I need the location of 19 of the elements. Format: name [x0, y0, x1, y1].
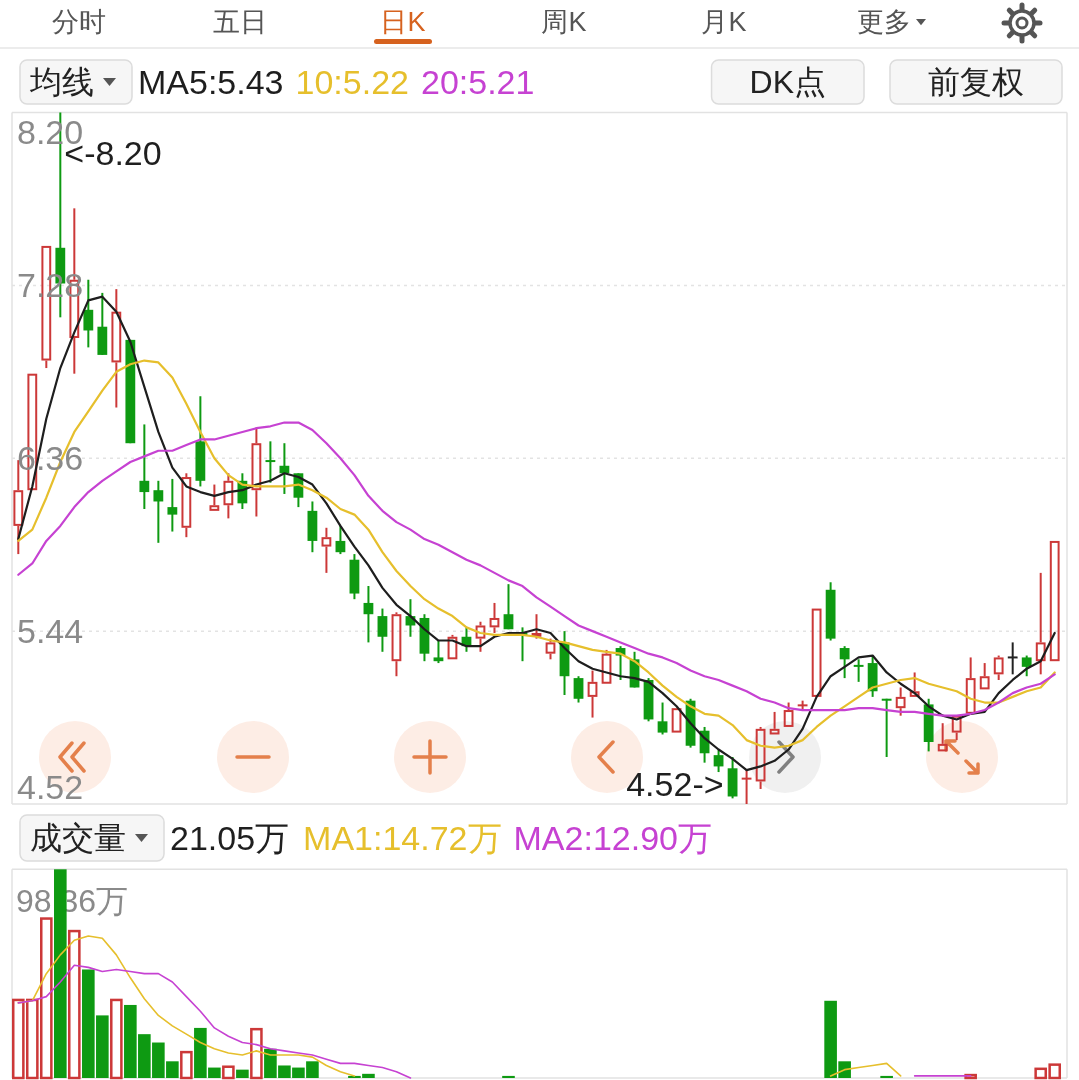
tab-label: 五日 — [213, 7, 267, 37]
tab-label: 日K — [380, 7, 426, 37]
legend-entry: MA5:5.43 — [138, 63, 284, 101]
annotation: 21.05万 — [170, 819, 290, 857]
button-label: 均线 — [30, 64, 94, 100]
button-label: DK点 — [749, 64, 826, 100]
tab-label: 更多 — [857, 7, 911, 37]
button-label: 成交量 — [30, 820, 126, 856]
legend-entry: MA1:14.72万 — [303, 819, 502, 857]
legend-entry: MA2:12.90万 — [513, 819, 712, 857]
tab-label: 月K — [701, 7, 747, 37]
tick-label: 4.52 — [17, 768, 84, 806]
legend-entry: 10:5.22 — [295, 63, 409, 101]
tab-label: 周K — [541, 7, 587, 37]
tick-label: 5.44 — [17, 612, 84, 651]
legend-entry: 20:5.21 — [421, 63, 535, 101]
annotation: 4.52-> — [626, 765, 724, 803]
button-label: 前复权 — [928, 64, 1024, 100]
tab-label: 分时 — [52, 7, 106, 37]
